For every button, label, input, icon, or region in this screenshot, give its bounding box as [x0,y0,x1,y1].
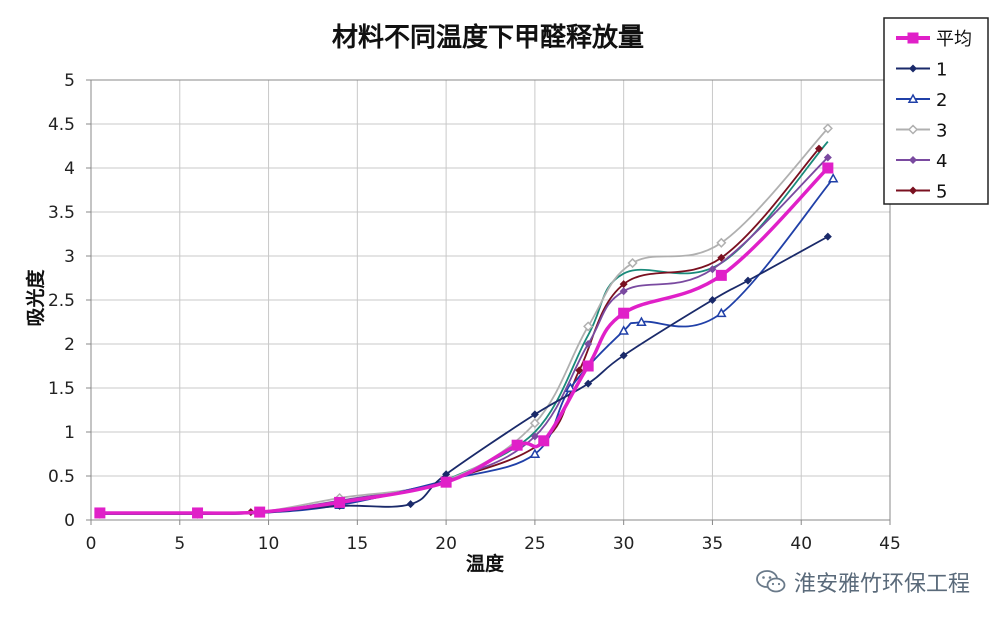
x-tick-label: 20 [435,534,457,554]
data-point [907,124,919,135]
data-point [565,382,576,392]
data-point [619,287,628,296]
data-point [717,253,726,262]
y-tick-label: 4 [64,159,75,179]
data-point [334,496,346,508]
data-point [582,360,594,372]
data-point [529,448,541,458]
data-point [575,366,584,375]
legend-label: 4 [936,151,947,172]
data-point [636,316,647,326]
data-point [716,237,727,248]
data-point [619,351,628,360]
y-tick-label: 1 [64,423,75,443]
data-point [442,470,451,479]
data-point [907,32,919,44]
x-tick-label: 40 [790,534,812,554]
legend: 平均 1 2 3 4 5 [883,17,989,205]
data-point [909,186,917,195]
legend-label: 平均 [936,29,972,50]
data-point [511,439,523,451]
data-point [530,410,539,419]
legend-item: 2 [896,90,947,111]
legend-label: 2 [936,90,947,111]
x-tick-label: 0 [86,534,97,554]
data-point [619,280,628,289]
data-point [708,265,717,274]
data-point [822,162,834,174]
x-tick-label: 25 [524,534,546,554]
watermark: 淮安雅竹环保工程 [756,566,970,598]
data-point [827,173,839,183]
x-tick-label: 15 [347,534,369,554]
data-point [530,432,539,441]
data-point [618,307,630,319]
legend-box [883,17,989,205]
data-point [823,153,832,162]
y-tick-label: 5 [64,71,75,91]
data-point [909,156,917,164]
y-tick-label: 0.5 [48,467,75,487]
series [94,123,839,519]
x-tick-label: 5 [174,534,185,554]
data-point [538,435,550,447]
data-point [909,64,917,73]
x-tick-label: 30 [613,534,635,554]
x-tick-label: 35 [702,534,724,554]
legend-item: 5 [896,182,947,203]
x-axis-label: 温度 [466,552,505,575]
wechat-icon [756,570,786,593]
data-point [907,93,919,103]
data-point [192,507,204,519]
legend-item: 1 [896,60,947,81]
data-point [529,418,540,429]
data-point [584,379,593,388]
data-point [94,507,106,519]
data-point [406,500,415,509]
watermark-text: 淮安雅竹环保工程 [793,572,970,597]
data-point [254,506,266,518]
x-tick-label: 10 [258,534,280,554]
series-平均 [94,162,834,519]
data-point [716,307,727,318]
legend-item: 3 [896,121,947,142]
data-point [583,321,594,332]
data-point [627,257,638,269]
data-point [823,232,832,241]
data-point [715,269,727,281]
y-tick-label: 2 [64,335,75,355]
data-point [618,325,629,335]
y-axis-label: 吸光度 [24,269,47,327]
axis-ticks: 0 5 10 15 20 25 30 35 40 45 0 0.5 1 1.5 2 2.5 3 3.5 4 4.5 5 [48,71,901,554]
data-point [822,123,833,134]
legend-item: 平均 [896,29,972,50]
x-tick-label: 45 [879,534,901,554]
y-tick-label: 4.5 [48,115,75,135]
data-point [743,276,752,285]
legend-label: 3 [936,121,947,142]
legend-label: 1 [936,60,947,81]
data-point [708,296,717,304]
data-point [814,144,823,153]
y-tick-label: 3.5 [48,203,75,223]
y-tick-label: 3 [64,247,75,267]
y-tick-label: 1.5 [48,379,75,399]
legend-label: 5 [936,182,947,203]
y-tick-label: 2.5 [48,291,75,311]
legend-item: 4 [896,151,947,172]
chart-title: 材料不同温度下甲醛释放量 [332,22,644,53]
y-tick-label: 0 [64,511,75,531]
data-point [440,476,452,488]
data-point [584,340,593,348]
